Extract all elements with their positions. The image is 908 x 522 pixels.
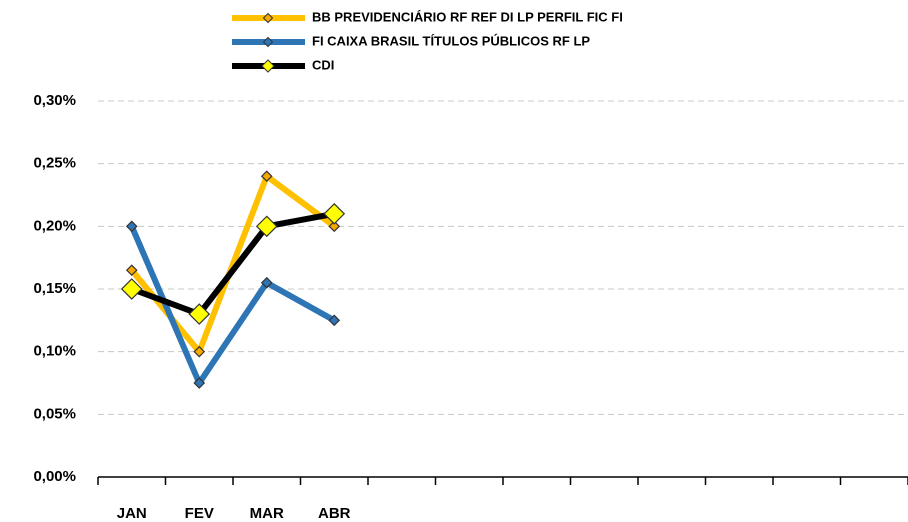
marker xyxy=(328,314,341,327)
legend-marker xyxy=(261,59,275,73)
series-line xyxy=(129,173,337,355)
marker xyxy=(255,215,278,238)
series-line xyxy=(130,210,335,318)
marker xyxy=(120,278,143,300)
y-tick-label: 0,15% xyxy=(33,280,76,297)
marker xyxy=(125,264,138,277)
y-tick-label: 0,10% xyxy=(33,343,76,360)
marker xyxy=(188,303,211,325)
x-tick-label: MAR xyxy=(250,505,284,522)
legend-label: FI CAIXA BRASIL TÍTULOS PÚBLICOS RF LP xyxy=(312,33,590,48)
y-tick-label: 0,05% xyxy=(33,405,76,422)
marker xyxy=(323,202,346,225)
marker xyxy=(260,170,273,183)
y-tick-label: 0,25% xyxy=(33,155,76,172)
legend-marker xyxy=(262,12,274,24)
y-tick-label: 0,30% xyxy=(33,92,76,109)
legend-marker xyxy=(262,36,274,48)
legend-label: BB PREVIDENCIÁRIO RF REF DI LP PERFIL FI… xyxy=(312,9,623,24)
marker xyxy=(260,276,273,289)
x-tick-label: JAN xyxy=(117,505,147,522)
y-tick-label: 0,20% xyxy=(33,217,76,234)
x-tick-label: FEV xyxy=(185,505,214,522)
marker xyxy=(193,377,206,389)
x-tick-label: ABR xyxy=(318,505,351,522)
marker xyxy=(328,220,341,233)
y-tick-label: 0,00% xyxy=(33,468,76,485)
marker xyxy=(193,345,206,358)
marker xyxy=(125,220,138,233)
legend-label: CDI xyxy=(312,57,334,72)
